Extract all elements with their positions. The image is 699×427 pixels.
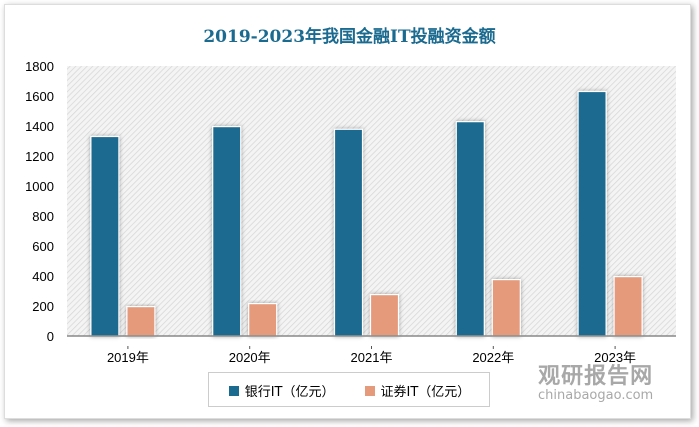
- bar-bank-it-2021年: [333, 128, 364, 337]
- y-tick-label: 1600: [25, 89, 54, 104]
- x-tick-label: 2021年: [351, 350, 393, 365]
- y-tick-label: 1400: [25, 119, 54, 134]
- legend-swatch-bank-it: [228, 385, 239, 396]
- legend-swatch-securities-it: [364, 385, 375, 396]
- legend-box: [208, 372, 490, 407]
- y-tick-label: 1800: [25, 59, 54, 74]
- watermark-en: chinabaogao.com: [538, 388, 654, 403]
- bar-bank-it-2019年: [90, 135, 120, 337]
- x-tick-label: 2022年: [472, 350, 514, 365]
- chart-title: 2019-2023年我国金融IT投融资金额: [203, 27, 496, 47]
- bar-securities-it-2019年: [126, 306, 156, 337]
- y-tick-label: 400: [32, 269, 54, 284]
- y-tick-label: 1000: [25, 179, 54, 194]
- legend: 银行IT（亿元） 证券IT（亿元）: [0, 381, 699, 400]
- legend-item-securities-it: 证券IT（亿元）: [364, 381, 471, 400]
- bar-bank-it-2022年: [455, 121, 485, 337]
- bar-bank-it-2023年: [577, 90, 607, 337]
- y-tick-label: 800: [32, 209, 54, 224]
- bar-securities-it-2022年: [491, 279, 521, 337]
- x-tick-label: 2019年: [107, 350, 149, 365]
- x-tick-label: 2023年: [594, 350, 636, 365]
- y-tick-label: 600: [32, 239, 54, 254]
- bar-bank-it-2020年: [212, 125, 242, 337]
- watermark-cn: 观研报告网: [538, 364, 654, 389]
- legend-label-securities-it: 证券IT（亿元）: [380, 385, 471, 400]
- watermark-logo: 观研报告网 chinabaogao.com: [538, 358, 653, 403]
- bar-securities-it-2020年: [248, 303, 278, 337]
- bar-securities-it-2021年: [369, 294, 400, 337]
- y-tick-label: 200: [32, 299, 54, 314]
- x-tick-label: 2020年: [229, 350, 271, 365]
- y-tick-label: 1200: [25, 149, 54, 164]
- legend-item-bank-it: 银行IT（亿元）: [228, 381, 335, 400]
- plot-area: [67, 66, 676, 336]
- bar-securities-it-2023年: [613, 276, 643, 337]
- y-tick-label: 0: [47, 329, 54, 344]
- legend-label-bank-it: 银行IT（亿元）: [244, 385, 335, 400]
